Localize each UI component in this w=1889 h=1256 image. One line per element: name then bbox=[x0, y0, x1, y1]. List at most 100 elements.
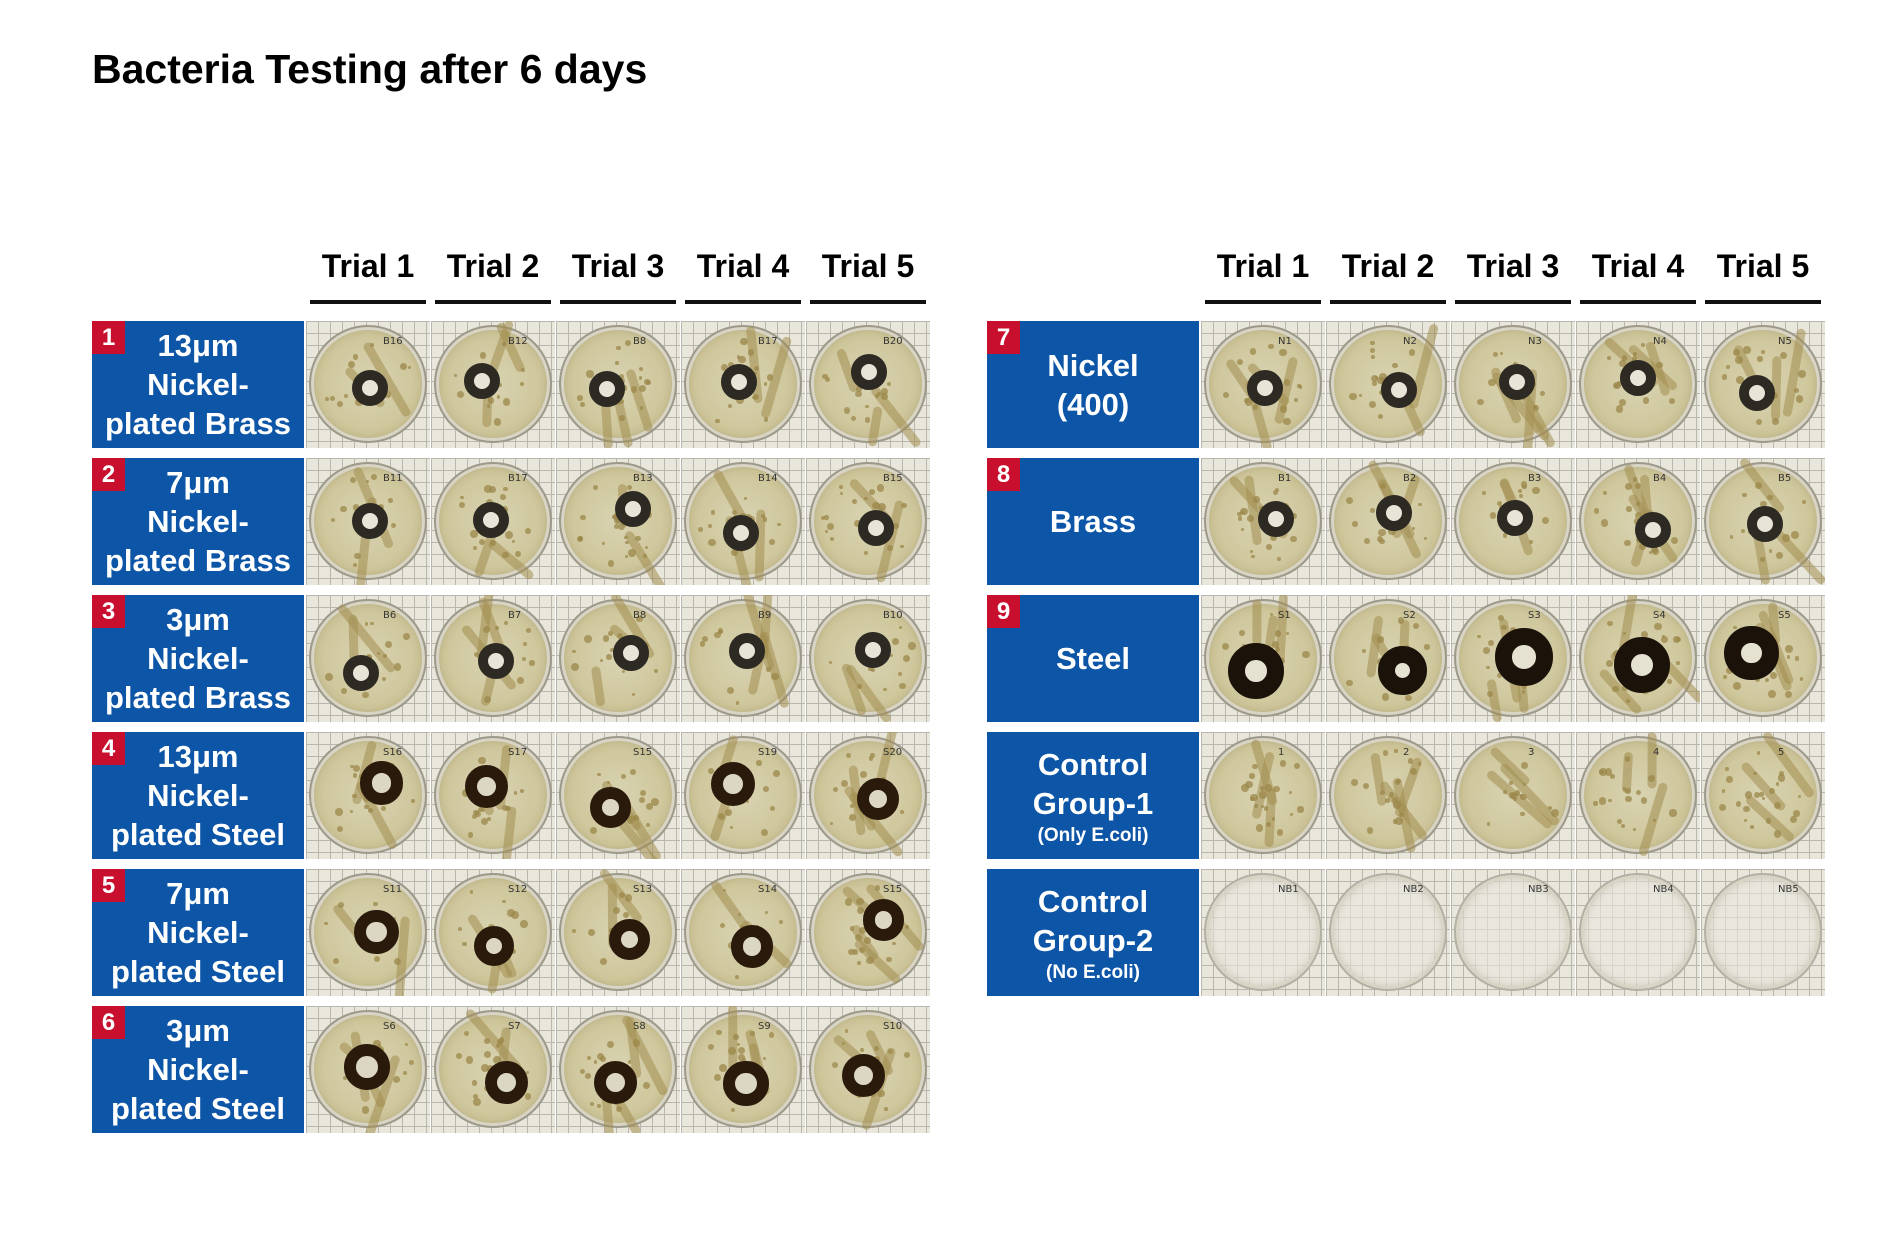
colony-spot bbox=[1283, 379, 1290, 386]
colony-spot bbox=[761, 828, 769, 836]
colony-spot bbox=[473, 809, 479, 816]
colony-spot bbox=[1260, 805, 1264, 809]
colony-spot bbox=[870, 753, 875, 758]
colony-spot bbox=[639, 376, 643, 380]
colony-spot bbox=[1379, 483, 1386, 490]
ring-sample bbox=[710, 761, 755, 806]
colony-spot bbox=[596, 1104, 601, 1109]
colony-spot bbox=[1617, 819, 1622, 824]
plate-mark: NB2 bbox=[1403, 884, 1424, 895]
colony-spot bbox=[872, 501, 880, 509]
colony-spot bbox=[1377, 414, 1383, 420]
row-number-badge: 8 bbox=[987, 458, 1020, 491]
colony-spot bbox=[394, 958, 402, 966]
petri-dish: B4 bbox=[1579, 462, 1697, 580]
colony-spot bbox=[636, 615, 643, 623]
colony-spot bbox=[1743, 346, 1752, 355]
colony-spot bbox=[1540, 391, 1545, 396]
colony-spot bbox=[614, 524, 619, 529]
colony-spot bbox=[629, 768, 637, 776]
colony-streak bbox=[1486, 678, 1503, 722]
colony-spot bbox=[1795, 395, 1804, 404]
colony-spot bbox=[1250, 796, 1255, 802]
plate-mark: B14 bbox=[758, 473, 778, 484]
plate-photo-row1-trial5: N5 bbox=[1701, 321, 1825, 448]
colony-spot bbox=[1392, 819, 1397, 824]
colony-spot bbox=[1252, 495, 1260, 503]
colony-spot bbox=[1615, 405, 1624, 413]
colony-spot bbox=[382, 653, 387, 658]
row-label-text: 7μm Nickel- plated Steel bbox=[111, 876, 285, 989]
colony-spot bbox=[372, 1039, 381, 1048]
colony-spot bbox=[1761, 796, 1766, 801]
colony-spot bbox=[631, 692, 635, 696]
colony-spot bbox=[1759, 791, 1765, 797]
plate-mark: B8 bbox=[633, 610, 647, 621]
row-label-text: 13μm Nickel- plated Brass bbox=[104, 328, 292, 441]
plate-mark: N5 bbox=[1778, 336, 1792, 347]
colony-spot bbox=[354, 552, 361, 560]
colony-spot bbox=[1412, 623, 1419, 629]
colony-spot bbox=[352, 354, 358, 360]
petri-dish: S6 bbox=[309, 1010, 427, 1133]
colony-spot bbox=[905, 925, 910, 930]
colony-spot bbox=[892, 638, 899, 646]
colony-spot bbox=[385, 391, 392, 398]
colony-spot bbox=[1395, 817, 1403, 825]
colony-spot bbox=[736, 396, 745, 404]
plate-photo-row5-trial5: S15 bbox=[806, 869, 930, 996]
colony-spot bbox=[1364, 538, 1370, 544]
colony-spot bbox=[1673, 636, 1680, 643]
colony-spot bbox=[1723, 674, 1728, 679]
colony-spot bbox=[1249, 773, 1255, 779]
colony-spot bbox=[829, 537, 834, 542]
colony-spot bbox=[615, 518, 621, 524]
colony-spot bbox=[353, 764, 361, 772]
row-sublabel: (No E.coli) bbox=[1046, 961, 1140, 983]
colony-spot bbox=[849, 814, 857, 822]
colony-spot bbox=[881, 388, 889, 395]
petri-dish: B17 bbox=[434, 462, 552, 581]
ring-sample bbox=[854, 631, 891, 668]
petri-dish: NB1 bbox=[1204, 873, 1322, 991]
colony-spot bbox=[361, 1105, 370, 1114]
plate-mark: B2 bbox=[1403, 473, 1417, 484]
colony-spot bbox=[340, 687, 348, 694]
colony-spot bbox=[638, 797, 645, 804]
colony-spot bbox=[487, 816, 491, 821]
colony-spot bbox=[1736, 376, 1745, 384]
colony-spot bbox=[904, 1052, 911, 1059]
colony-spot bbox=[733, 1034, 740, 1040]
plate-photo-row6-trial5: S10 bbox=[806, 1006, 930, 1133]
colony-spot bbox=[1740, 529, 1745, 534]
colony-spot bbox=[1221, 642, 1230, 651]
colony-spot bbox=[1496, 501, 1502, 507]
colony-spot bbox=[1276, 829, 1284, 836]
petri-dish: B2 bbox=[1329, 458, 1447, 580]
colony-spot bbox=[576, 536, 583, 543]
colony-spot bbox=[330, 517, 336, 523]
petri-dish: B3 bbox=[1454, 462, 1572, 580]
row-label-7: 7 Nickel (400) bbox=[987, 321, 1199, 448]
plate-photo-row4-trial1: S16 bbox=[306, 732, 430, 859]
colony-spot bbox=[1515, 790, 1521, 796]
plate-photo-row4-trial3: 3 bbox=[1451, 732, 1575, 859]
colony-spot bbox=[500, 494, 507, 501]
colony-spot bbox=[390, 523, 397, 529]
colony-spot bbox=[1513, 362, 1519, 367]
row-number-badge: 6 bbox=[92, 1006, 125, 1039]
colony-spot bbox=[627, 1060, 632, 1064]
colony-spot bbox=[1370, 374, 1379, 383]
colony-spot bbox=[735, 701, 740, 705]
colony-spot bbox=[1397, 617, 1404, 624]
colony-spot bbox=[585, 1073, 592, 1080]
colony-spot bbox=[590, 826, 598, 834]
colony-spot bbox=[473, 1094, 478, 1100]
plate-mark: B10 bbox=[883, 610, 903, 621]
colony-spot bbox=[505, 531, 514, 540]
colony-spot bbox=[620, 773, 627, 780]
plate-photo-row6-trial2: S7 bbox=[431, 1006, 555, 1133]
colony-spot bbox=[1268, 343, 1274, 349]
colony-spot bbox=[1669, 809, 1677, 817]
colony-spot bbox=[503, 398, 511, 406]
